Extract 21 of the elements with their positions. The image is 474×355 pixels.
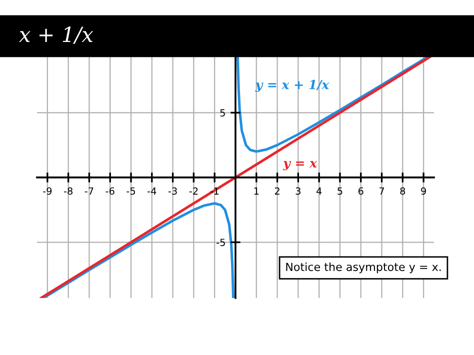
x-tick-label: -7 bbox=[84, 187, 94, 195]
x-tick-label: 7 bbox=[379, 187, 384, 195]
x-tick-label: -9 bbox=[43, 187, 52, 195]
x-tick-label: -3 bbox=[168, 187, 177, 195]
x-tick-label: -2 bbox=[189, 187, 198, 195]
chart-title: x + 1/x bbox=[19, 26, 94, 44]
x-tick-label: -6 bbox=[106, 187, 114, 195]
x-tick-label: 2 bbox=[274, 187, 280, 195]
annotation: Notice the asymptote y = x. bbox=[286, 262, 441, 274]
x-tick-label: 5 bbox=[338, 187, 342, 195]
x-tick-label: 4 bbox=[316, 187, 322, 195]
x-tick-label: -8 bbox=[64, 187, 72, 195]
series-label: y = x bbox=[282, 160, 318, 170]
x-tick-label: -5 bbox=[126, 187, 135, 195]
series-label: y = x + 1/x bbox=[255, 80, 330, 92]
x-tick-label: -4 bbox=[148, 187, 156, 195]
x-tick-label: 9 bbox=[421, 187, 426, 195]
x-tick-label: 6 bbox=[358, 187, 364, 195]
x-tick-label: 8 bbox=[400, 187, 406, 195]
x-tick-label: 1 bbox=[254, 187, 259, 195]
x-tick-label: 3 bbox=[296, 187, 300, 195]
